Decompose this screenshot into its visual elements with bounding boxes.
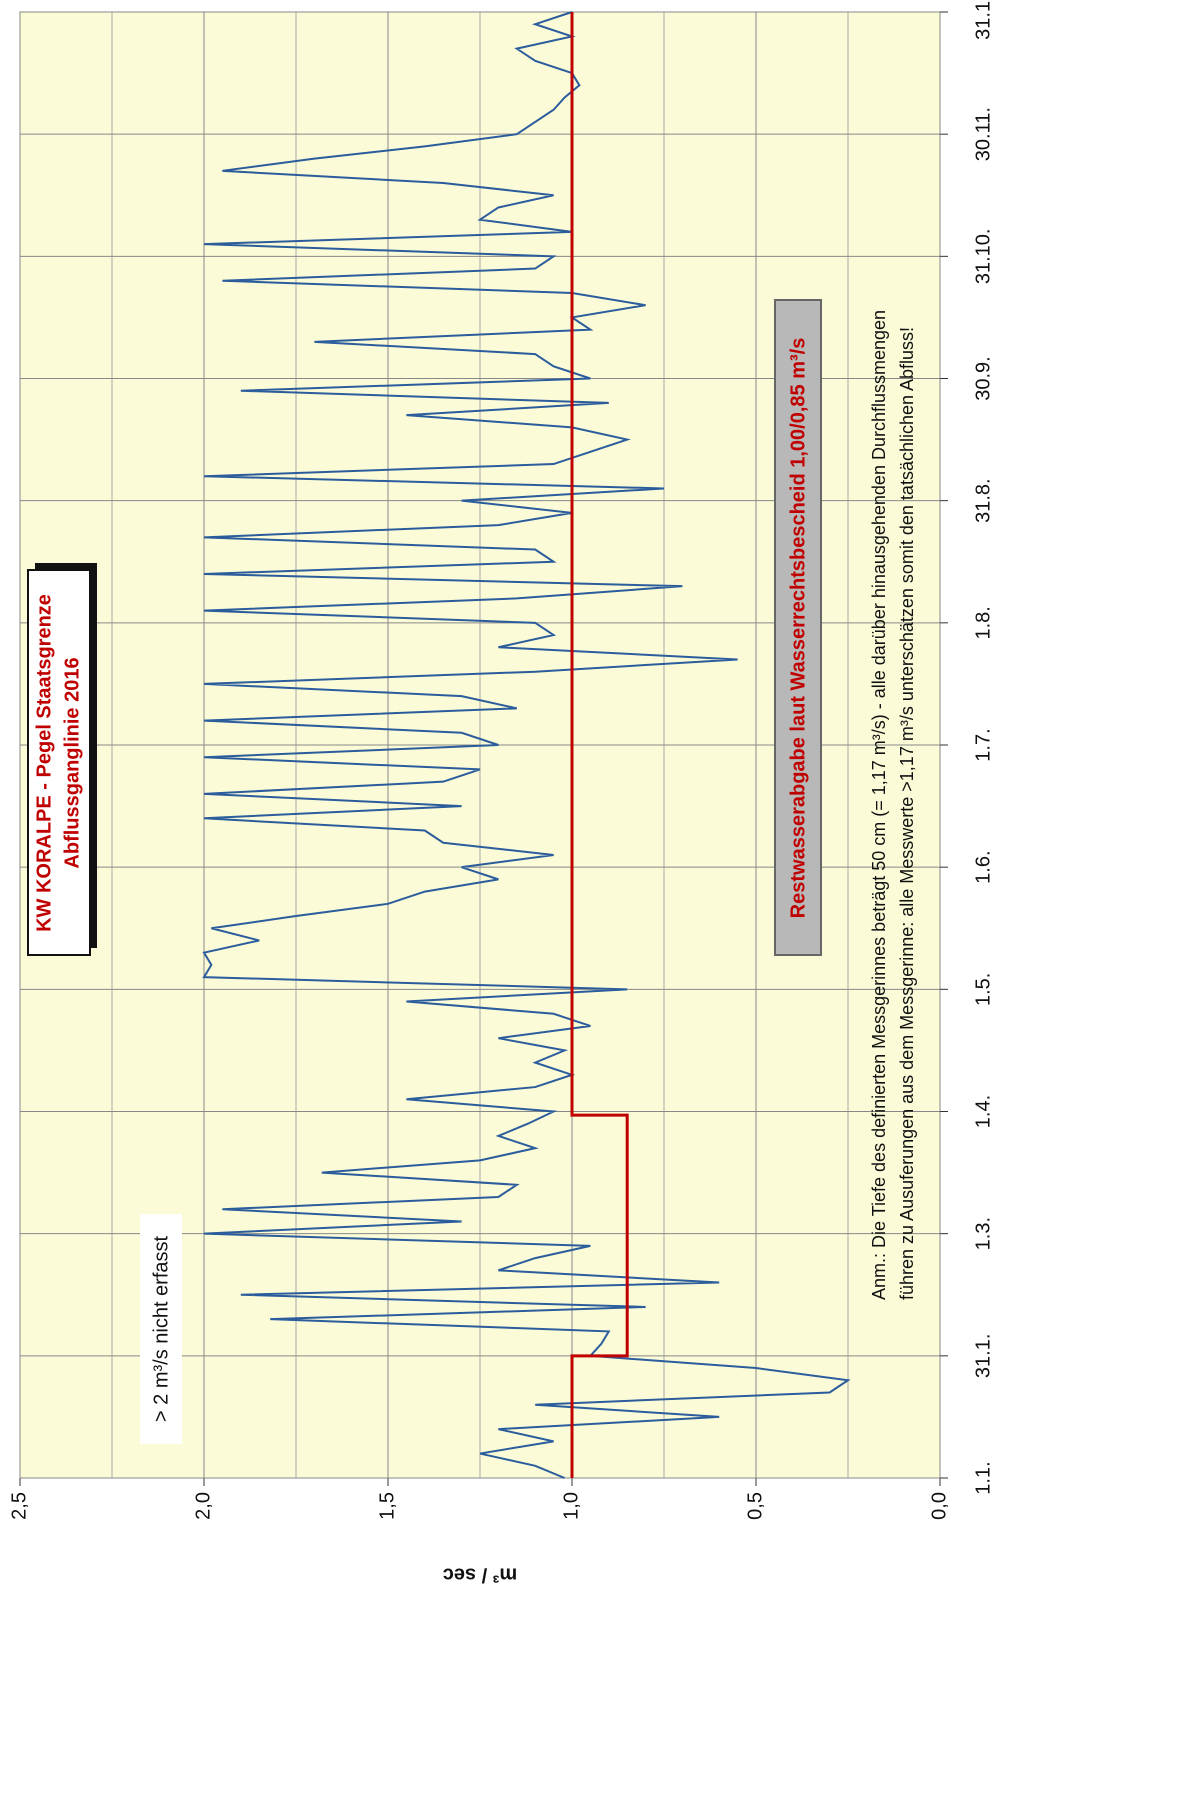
x-tick-label: 1.7. — [972, 728, 994, 761]
x-tick-label: 1.5. — [972, 973, 994, 1006]
x-tick-label: 1.8. — [972, 606, 994, 639]
y-axis-label: m³ / sec — [443, 1564, 517, 1586]
line-series — [570, 12, 629, 1478]
title-box — [27, 569, 91, 956]
x-tick-label: 1.6. — [972, 850, 994, 883]
y-tick-label: 0,0 — [928, 1492, 950, 1520]
x-tick-label: 30.11. — [972, 107, 994, 161]
y-tick-label: 2,0 — [192, 1492, 214, 1520]
x-tick-label: 31.10. — [972, 229, 994, 285]
note-text: führen zu Ausuferungen aus dem Messgerin… — [897, 327, 917, 1300]
y-tick-label: 1,0 — [560, 1492, 582, 1520]
y-tick-label: 1,5 — [376, 1492, 398, 1520]
residual-annotation: Restwasserabgabe laut Wasserrechtsbesche… — [787, 338, 809, 919]
chart-title: Abflussganglinie 2016 — [61, 657, 83, 868]
x-tick-label: 30.9. — [972, 356, 994, 400]
note-text: Anm.: Die Tiefe des definierten Messgeri… — [869, 310, 889, 1300]
line-series — [202, 11, 851, 1479]
x-tick-label: 31.12. — [972, 0, 994, 40]
x-tick-label: 1.4. — [972, 1095, 994, 1128]
x-tick-label: 1.3. — [972, 1217, 994, 1250]
y-tick-label: 2,5 — [8, 1492, 30, 1520]
x-tick-label: 31.8. — [972, 478, 994, 522]
x-tick-label: 31.1. — [972, 1334, 994, 1378]
chart-title: KW KORALPE - Pegel Staatsgrenze — [33, 594, 55, 932]
x-tick-label: 1.1. — [972, 1461, 994, 1494]
residual-box — [774, 299, 822, 956]
y-tick-label: 0,5 — [744, 1492, 766, 1520]
cap-annotation: > 2 m³/s nicht erfasst — [150, 1235, 172, 1422]
cap-box — [140, 1214, 182, 1444]
